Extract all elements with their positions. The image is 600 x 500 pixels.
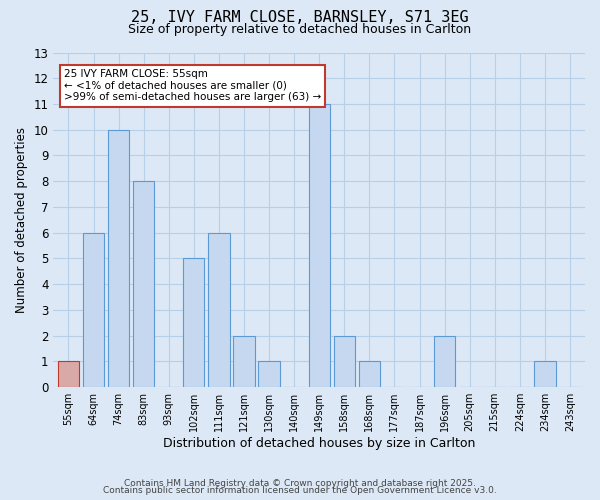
Y-axis label: Number of detached properties: Number of detached properties [15, 127, 28, 313]
X-axis label: Distribution of detached houses by size in Carlton: Distribution of detached houses by size … [163, 437, 475, 450]
Bar [183, 258, 205, 387]
Bar [108, 130, 129, 387]
Bar [434, 336, 455, 387]
Bar [133, 181, 154, 387]
Bar [208, 232, 230, 387]
Text: 25, IVY FARM CLOSE, BARNSLEY, S71 3EG: 25, IVY FARM CLOSE, BARNSLEY, S71 3EG [131, 10, 469, 25]
Bar [308, 104, 330, 387]
Bar [233, 336, 254, 387]
Bar [259, 362, 280, 387]
Bar [83, 232, 104, 387]
Bar [334, 336, 355, 387]
Text: Size of property relative to detached houses in Carlton: Size of property relative to detached ho… [128, 22, 472, 36]
Text: 25 IVY FARM CLOSE: 55sqm
← <1% of detached houses are smaller (0)
>99% of semi-d: 25 IVY FARM CLOSE: 55sqm ← <1% of detach… [64, 69, 321, 102]
Bar [534, 362, 556, 387]
Bar [359, 362, 380, 387]
Text: Contains HM Land Registry data © Crown copyright and database right 2025.: Contains HM Land Registry data © Crown c… [124, 478, 476, 488]
Bar [58, 362, 79, 387]
Text: Contains public sector information licensed under the Open Government Licence v3: Contains public sector information licen… [103, 486, 497, 495]
